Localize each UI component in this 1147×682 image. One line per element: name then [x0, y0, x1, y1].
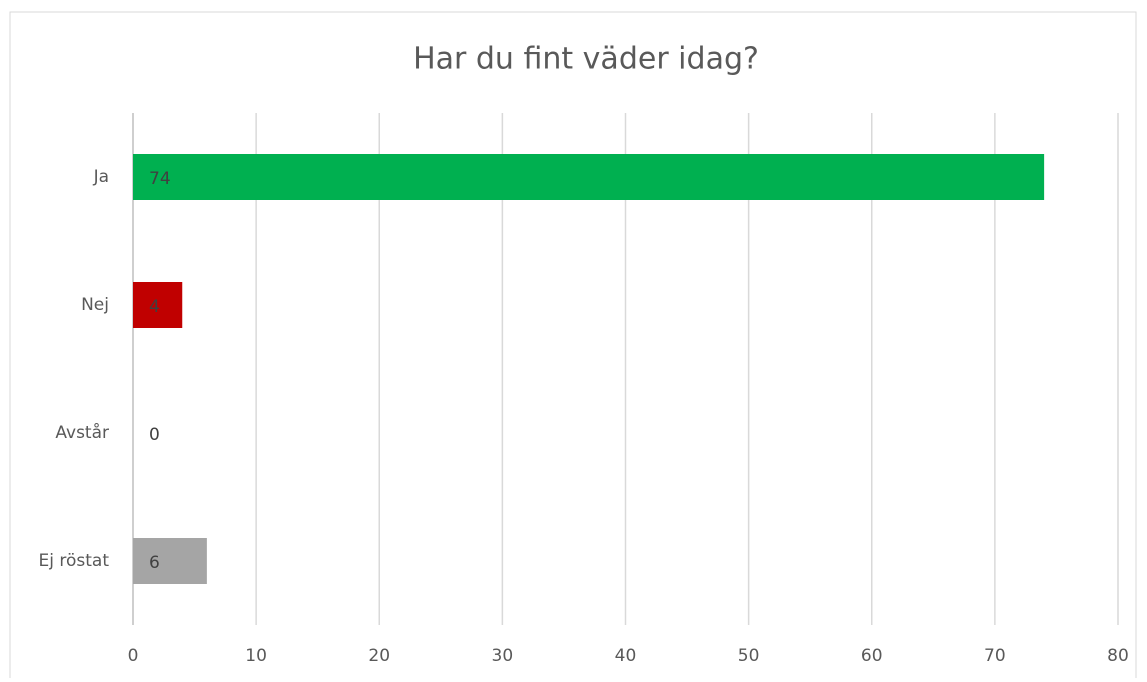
x-tick-label: 50: [738, 646, 760, 666]
y-tick-label: Ej röstat: [39, 551, 110, 571]
x-tick-label: 0: [128, 646, 139, 666]
x-tick-label: 10: [245, 646, 267, 666]
x-tick-label: 80: [1107, 646, 1129, 666]
bar: [133, 154, 1045, 200]
value-label: 6: [149, 553, 160, 573]
x-tick-label: 30: [492, 646, 514, 666]
y-tick-label: Ja: [93, 167, 109, 187]
x-tick-label: 20: [368, 646, 390, 666]
value-label: 4: [149, 297, 160, 317]
value-label: 74: [149, 169, 171, 189]
x-tick-label: 70: [984, 646, 1006, 666]
x-tick-label: 60: [861, 646, 883, 666]
y-tick-label: Nej: [81, 295, 109, 315]
y-tick-label: Avstår: [55, 422, 109, 443]
bar: [133, 282, 183, 328]
value-label: 0: [149, 425, 160, 445]
bar: [133, 538, 207, 584]
chart-title: Har du fint väder idag?: [413, 42, 759, 77]
x-tick-label: 40: [615, 646, 637, 666]
